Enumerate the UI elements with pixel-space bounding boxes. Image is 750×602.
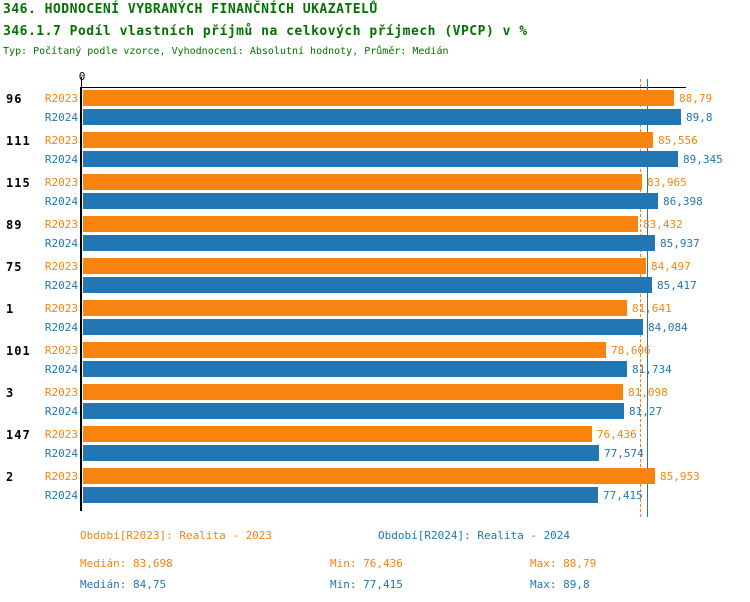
bar-r2023 — [83, 90, 674, 106]
value-label-r2023: 84,497 — [651, 260, 691, 273]
stat-max-r2023: Max: 88,79 — [530, 557, 597, 570]
category-label: 3 — [6, 386, 15, 400]
bar-r2024 — [83, 193, 658, 209]
bar-r2024 — [83, 487, 598, 503]
series-label-r2024: R2024 — [44, 363, 78, 376]
series-label-r2023: R2023 — [44, 260, 78, 273]
series-label-r2023: R2023 — [44, 302, 78, 315]
x-axis-top-line — [80, 87, 686, 88]
x-axis-tick — [81, 77, 82, 87]
series-label-r2023: R2023 — [44, 176, 78, 189]
series-label-r2024: R2024 — [44, 447, 78, 460]
bar-r2023 — [83, 342, 606, 358]
category-label: 96 — [6, 92, 23, 106]
x-axis-zero-label: 0 — [78, 70, 86, 83]
value-label-r2023: 83,432 — [643, 218, 683, 231]
y-axis-line — [80, 87, 82, 511]
legend-r2024: Období[R2024]: Realita - 2024 — [378, 529, 571, 542]
value-label-r2024: 84,084 — [648, 321, 688, 334]
value-label-r2024: 86,398 — [663, 195, 703, 208]
value-label-r2023: 85,556 — [658, 134, 698, 147]
bar-r2024 — [83, 109, 681, 125]
value-label-r2023: 76,436 — [597, 428, 637, 441]
stat-max-r2024: Max: 89,8 — [530, 578, 590, 591]
category-label: 115 — [6, 176, 31, 190]
value-label-r2023: 83,965 — [647, 176, 687, 189]
value-label-r2024: 89,345 — [683, 153, 723, 166]
series-label-r2023: R2023 — [44, 386, 78, 399]
value-label-r2024: 81,27 — [629, 405, 663, 418]
value-label-r2024: 85,417 — [657, 279, 697, 292]
bar-r2024 — [83, 445, 599, 461]
value-label-r2024: 77,574 — [604, 447, 644, 460]
bar-r2024 — [83, 361, 627, 377]
bar-r2024 — [83, 403, 624, 419]
stat-min-r2023: Min: 76,436 — [330, 557, 403, 570]
bar-r2023 — [83, 426, 592, 442]
series-label-r2023: R2023 — [44, 344, 78, 357]
stat-median-r2023: Medián: 83,698 — [80, 557, 173, 570]
median-line-r2024 — [647, 79, 648, 517]
series-label-r2024: R2024 — [44, 111, 78, 124]
series-label-r2024: R2024 — [44, 321, 78, 334]
series-label-r2023: R2023 — [44, 428, 78, 441]
category-label: 75 — [6, 260, 23, 274]
series-label-r2023: R2023 — [44, 218, 78, 231]
bar-r2023 — [83, 216, 638, 232]
series-label-r2024: R2024 — [44, 153, 78, 166]
series-label-r2024: R2024 — [44, 195, 78, 208]
category-label: 89 — [6, 218, 23, 232]
value-label-r2024: 85,937 — [660, 237, 700, 250]
series-label-r2023: R2023 — [44, 470, 78, 483]
category-label: 2 — [6, 470, 15, 484]
value-label-r2024: 77,415 — [603, 489, 643, 502]
bar-r2024 — [83, 319, 643, 335]
value-label-r2023: 81,641 — [632, 302, 672, 315]
median-line-r2023 — [640, 79, 641, 517]
value-label-r2024: 81,734 — [632, 363, 672, 376]
value-label-r2023: 81,098 — [628, 386, 668, 399]
legend-r2023: Období[R2023]: Realita - 2023 — [80, 529, 273, 542]
series-label-r2024: R2024 — [44, 237, 78, 250]
bar-r2024 — [83, 235, 655, 251]
value-label-r2024: 89,8 — [686, 111, 713, 124]
report-subtitle: 346.1.7 Podíl vlastních příjmů na celkov… — [3, 24, 528, 39]
stat-median-r2024: Medián: 84,75 — [80, 578, 167, 591]
stat-min-r2024: Min: 77,415 — [330, 578, 403, 591]
value-label-r2023: 85,953 — [660, 470, 700, 483]
bar-r2023 — [83, 174, 642, 190]
category-label: 101 — [6, 344, 31, 358]
bar-r2023 — [83, 384, 623, 400]
bar-r2024 — [83, 151, 678, 167]
bar-r2023 — [83, 258, 646, 274]
report-title: 346. HODNOCENÍ VYBRANÝCH FINANČNÍCH UKAZ… — [3, 2, 378, 17]
bar-r2023 — [83, 300, 627, 316]
bar-r2023 — [83, 468, 655, 484]
category-label: 147 — [6, 428, 31, 442]
value-label-r2023: 88,79 — [679, 92, 713, 105]
bar-r2024 — [83, 277, 652, 293]
value-label-r2023: 78,606 — [611, 344, 651, 357]
series-label-r2023: R2023 — [44, 92, 78, 105]
report-meta-line: Typ: Počítaný podle vzorce, Vyhodnocení:… — [3, 46, 449, 57]
series-label-r2024: R2024 — [44, 405, 78, 418]
category-label: 1 — [6, 302, 15, 316]
category-label: 111 — [6, 134, 31, 148]
series-label-r2024: R2024 — [44, 279, 78, 292]
series-label-r2023: R2023 — [44, 134, 78, 147]
bar-r2023 — [83, 132, 653, 148]
series-label-r2024: R2024 — [44, 489, 78, 502]
